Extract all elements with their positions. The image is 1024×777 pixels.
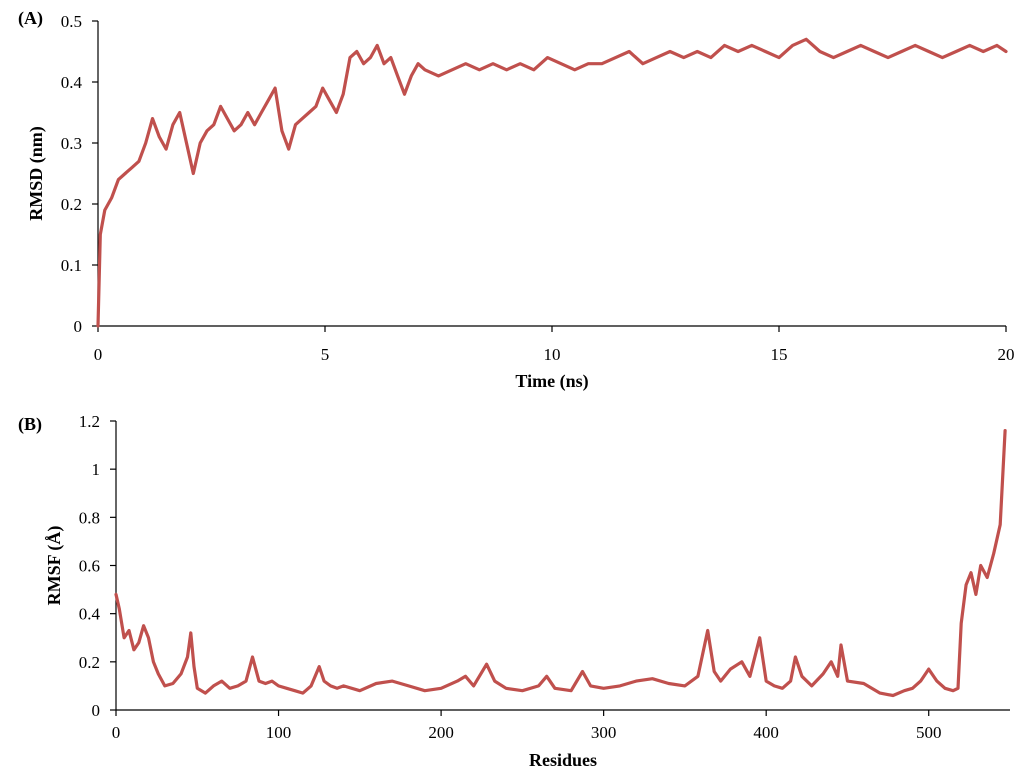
chart-panel-a: (A) 0 5 10 15 20 0 0.1 0.2 0.3 0.4 0.5 Time (ns) RMSD…	[18, 8, 1015, 392]
y-tick-label: 0.2	[61, 195, 82, 214]
y-tick-label: 0.1	[61, 256, 82, 275]
y-axis-title: RMSF (Å)	[44, 526, 65, 606]
series-line-0	[114, 429, 1007, 698]
x-tick-label: 0	[112, 723, 121, 742]
x-tick-label: 300	[591, 723, 617, 742]
y-tick-label: 1.2	[79, 412, 100, 431]
x-tick-label: 15	[771, 345, 788, 364]
x-tick-label: 10	[544, 345, 561, 364]
y-tick-label: 1	[92, 460, 101, 479]
x-tick-label: 100	[266, 723, 292, 742]
y-tick-label: 0	[92, 701, 101, 720]
x-tick-label: 0	[94, 345, 103, 364]
y-tick-label: 0.8	[79, 508, 100, 527]
y-tick-label: 0	[74, 317, 83, 336]
y-tick-label: 0.5	[61, 12, 82, 31]
y-axis-title: RMSD (nm)	[26, 126, 47, 221]
x-tick-label: 200	[428, 723, 454, 742]
x-axis-title: Residues	[529, 750, 597, 770]
x-tick-label: 400	[753, 723, 779, 742]
y-tick-label: 0.6	[79, 557, 100, 576]
x-tick-label: 20	[998, 345, 1015, 364]
chart-panel-b: (B) 0 100 200 300 400 500 0 0.2 0.4 0.6 0.8 1 1.2 Resi…	[18, 412, 1010, 770]
y-tick-label: 0.2	[79, 653, 100, 672]
y-tick-label: 0.3	[61, 134, 82, 153]
x-tick-label: 5	[321, 345, 330, 364]
y-tick-label: 0.4	[79, 605, 101, 624]
panel-label: (B)	[18, 414, 42, 435]
x-tick-label: 500	[916, 723, 942, 742]
panel-label: (A)	[18, 8, 43, 29]
x-axis-title: Time (ns)	[515, 371, 588, 392]
series-line-0	[96, 37, 1008, 328]
y-tick-label: 0.4	[61, 73, 83, 92]
